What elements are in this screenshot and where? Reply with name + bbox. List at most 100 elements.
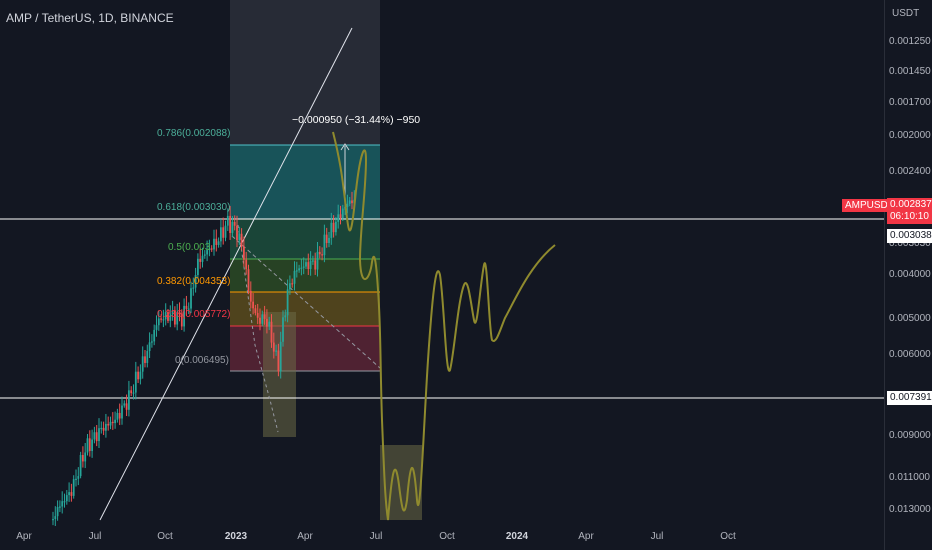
candle-body [197, 258, 199, 276]
candle-body [305, 262, 307, 267]
candle-body [178, 312, 181, 315]
candle-body [312, 260, 314, 262]
candle-body [351, 200, 353, 204]
candle-body [91, 439, 93, 451]
candle-body [164, 312, 167, 320]
candle-body [162, 319, 165, 321]
candle-body [266, 318, 268, 327]
candle-body [109, 421, 112, 426]
candle-body [59, 506, 61, 508]
candle-body [279, 341, 282, 372]
hline-price-badge[interactable]: 0.003038 [887, 229, 932, 243]
candle-body [187, 308, 190, 310]
candle-body [245, 259, 248, 270]
candle-body [328, 237, 330, 244]
candle-body [139, 371, 142, 380]
candle-body [203, 254, 206, 256]
candle-body [217, 241, 220, 245]
candle-body [167, 312, 169, 321]
candle-body [183, 305, 185, 327]
candle-body [65, 495, 68, 502]
candle-body [121, 405, 123, 419]
candle-body [270, 321, 273, 343]
chart-title: AMP / TetherUS, 1D, BINANCE [6, 11, 174, 25]
candle-body [252, 301, 254, 309]
candle-body [68, 492, 70, 496]
candle-body [277, 350, 280, 372]
candle-body [309, 260, 312, 269]
candle-body [307, 262, 310, 269]
price-tick: 0.013000 [889, 504, 931, 515]
candle-body [206, 250, 208, 255]
candle-body [153, 329, 156, 342]
candle-body [194, 275, 197, 288]
dashed-drop-path [237, 224, 279, 433]
candle-body [118, 412, 121, 419]
price-tick: 0.004000 [889, 269, 931, 280]
price-tick: 0.002400 [889, 166, 931, 177]
candlesticks [52, 190, 356, 526]
candle-body [213, 238, 215, 250]
candle-body [282, 317, 284, 342]
candle-body [95, 432, 98, 442]
candle-body [155, 325, 158, 330]
candle-body [222, 227, 225, 238]
measure-label: −0.000950 (−31.44%) −950 [292, 114, 421, 126]
candle-body [56, 506, 59, 517]
candle-body [229, 215, 231, 233]
time-tick: Apr [16, 531, 32, 542]
candle-body [100, 427, 103, 430]
time-tick: Oct [157, 531, 173, 542]
candle-body [157, 318, 160, 326]
candle-body [75, 478, 77, 480]
candle-body [240, 233, 243, 247]
candle-body [84, 452, 87, 462]
fib-zone-0618-05 [230, 219, 380, 259]
price-tick: 0.002000 [889, 130, 931, 141]
candle-body [176, 312, 179, 325]
fib-label-0382: 0.382(0.004353) [157, 276, 231, 287]
candle-body [128, 390, 130, 410]
candle-body [300, 267, 303, 269]
candle-body [231, 221, 234, 233]
candle-body [148, 342, 151, 352]
candle-body [102, 427, 105, 431]
candle-body [77, 476, 80, 479]
candle-body [284, 315, 287, 318]
candle-body [348, 200, 351, 204]
candle-body [263, 314, 266, 319]
time-tick: Jul [88, 531, 102, 542]
time-tick: Oct [439, 531, 455, 542]
fib-label-0786: 0.786(0.002088) [157, 128, 231, 139]
candle-body [302, 266, 305, 268]
candle-body [316, 251, 319, 270]
candle-body [70, 492, 73, 496]
candle-body [208, 248, 211, 251]
price-axis-separator [884, 0, 885, 550]
candle-body [151, 341, 153, 343]
time-tick: Oct [720, 531, 736, 542]
candle-body [86, 438, 89, 453]
candle-body [330, 222, 333, 238]
symbol-badge: AMPUSDT [842, 199, 897, 212]
candle-body [249, 290, 252, 302]
time-tick: 2023 [224, 531, 248, 542]
trend-line[interactable] [99, 27, 353, 521]
projection-curve[interactable] [332, 131, 556, 521]
hline-price-badge[interactable]: 0.007391 [887, 391, 932, 405]
candle-body [268, 321, 271, 327]
fib-zone-0382-0236 [230, 292, 380, 326]
candle-body [190, 288, 192, 309]
time-tick: Apr [578, 531, 594, 542]
candle-body [105, 423, 107, 431]
candle-body [210, 248, 213, 250]
candle-body [52, 518, 54, 521]
candle-body [171, 310, 174, 315]
candle-body [291, 283, 294, 285]
candle-body [289, 283, 291, 290]
candle-body [111, 421, 114, 424]
candle-body [314, 260, 317, 270]
candle-body [192, 287, 195, 289]
